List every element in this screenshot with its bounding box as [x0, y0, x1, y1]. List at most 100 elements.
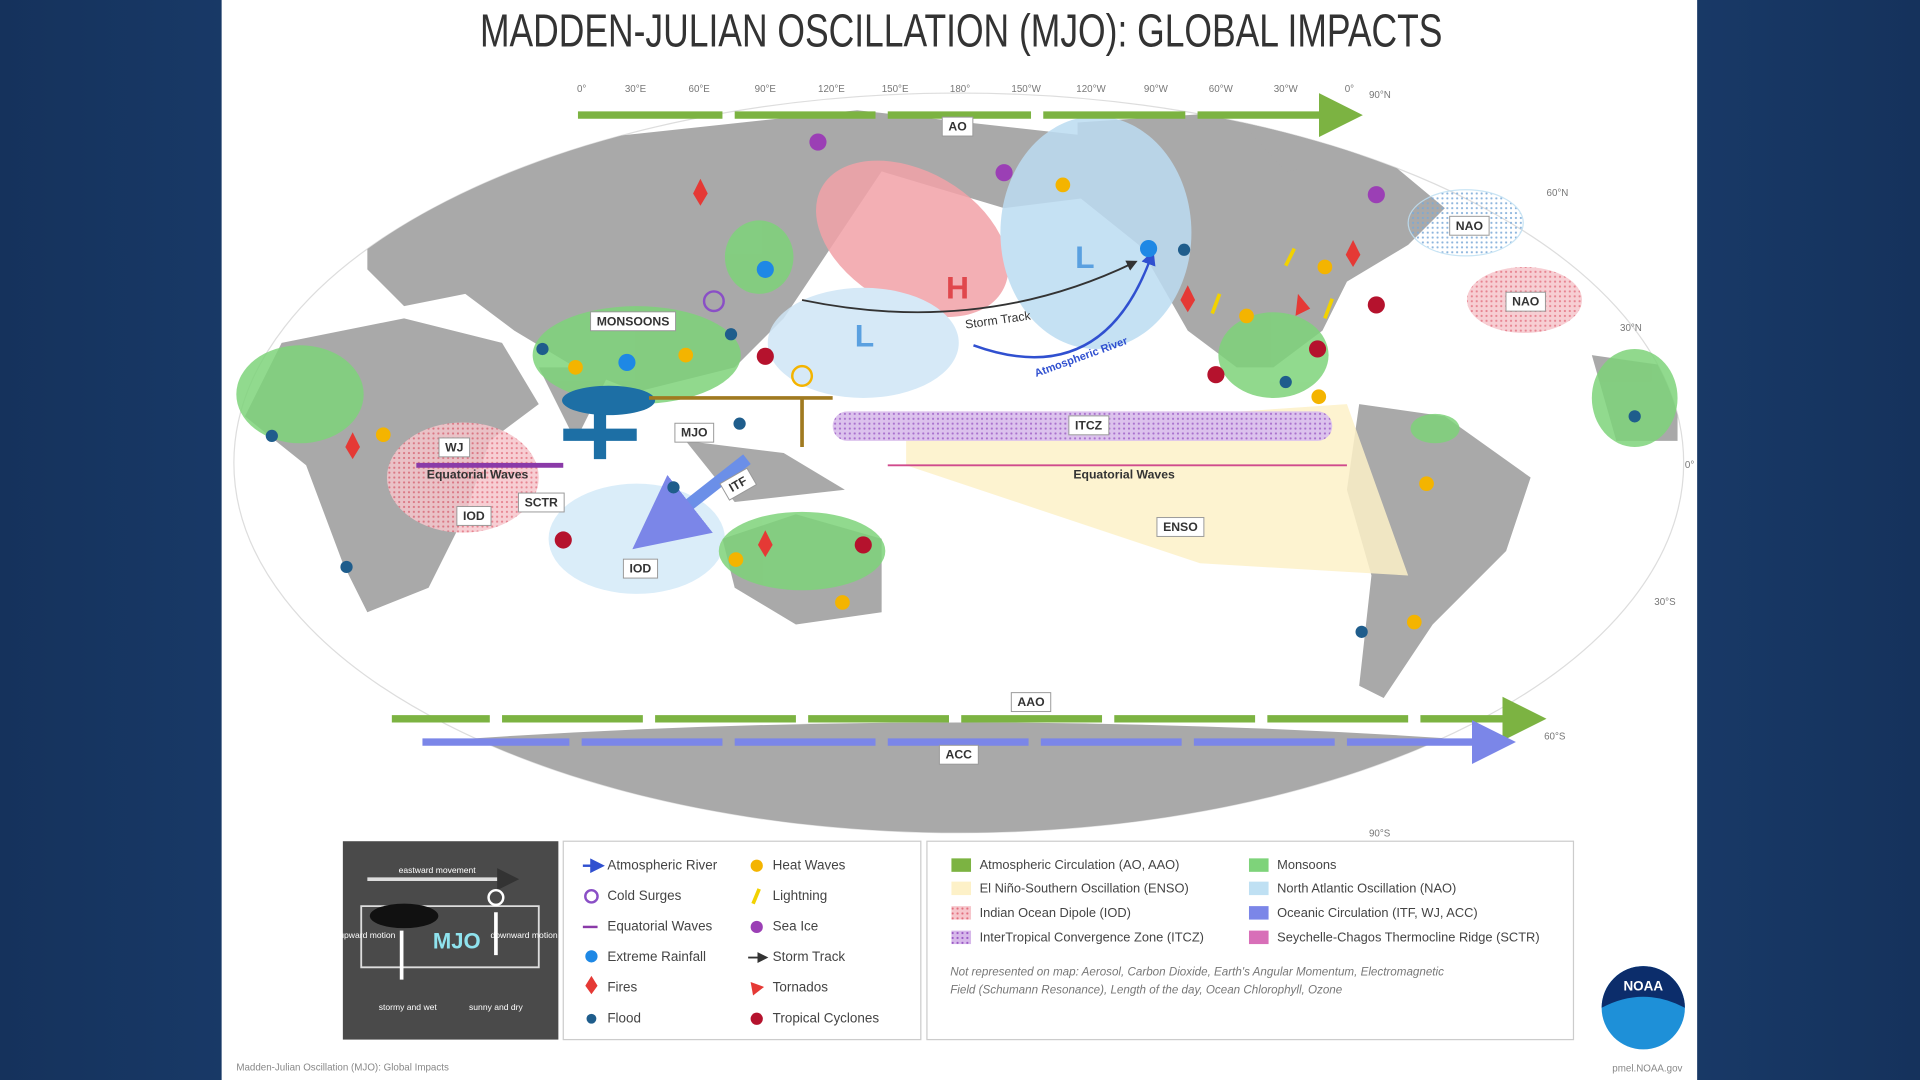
title: MADDEN-JULIAN OSCILLATION (MJO): GLOBAL … — [480, 5, 1442, 57]
latitude-labels: 90°N 60°N 30°N 0° 30°S 60°S 90°S — [1369, 90, 1694, 839]
monsoon-areas — [236, 220, 1678, 591]
legend-label: Lightning — [773, 888, 828, 903]
legend-label: Flood — [607, 1010, 641, 1025]
latitude-label: 0° — [1685, 460, 1694, 471]
iod-area — [386, 422, 539, 533]
label-box — [1068, 415, 1110, 436]
longitude-label: 180° — [950, 84, 970, 95]
longitude-label: 120°E — [818, 84, 845, 95]
circulation-arrows — [391, 115, 1525, 742]
legend-diagram: eastward movement upward motion MJO down… — [339, 841, 559, 1040]
longitude-label: 90°W — [1144, 84, 1169, 95]
legend-label: Atmospheric River — [607, 857, 717, 872]
legend-note: Not represented on map: Aerosol, Carbon … — [950, 965, 1444, 978]
label-box — [438, 437, 471, 458]
longitude-label: 60°E — [689, 84, 711, 95]
region-label: IOD — [630, 562, 652, 576]
region-label: SCTR — [525, 495, 558, 509]
legend-label: Fires — [607, 980, 637, 995]
impacts-legend: Atmospheric River Cold Surges Equatorial… — [562, 840, 922, 1041]
label-box — [1505, 291, 1546, 312]
enso-area — [906, 404, 1409, 576]
region-label: IOD — [463, 509, 485, 523]
label-box — [1010, 692, 1052, 713]
legend-note: Field (Schumann Resonance), Length of th… — [950, 984, 1343, 997]
region-label: NAO — [1456, 219, 1483, 233]
phenomena-legend: Atmospheric Circulation (AO, AAO) El Niñ… — [926, 840, 1575, 1041]
longitude-label: 90°E — [755, 84, 777, 95]
swatch — [951, 906, 972, 920]
logo-text: NOAA — [1623, 979, 1663, 994]
pressure-label: L — [855, 317, 874, 353]
legend-label: Heat Waves — [773, 857, 846, 872]
label-box — [1449, 215, 1490, 236]
low-pressure — [767, 287, 959, 398]
legend-label: Monsoons — [1277, 857, 1336, 872]
diagram-text: eastward movement — [399, 865, 477, 875]
swatch — [951, 930, 972, 945]
latitude-label: 30°S — [1654, 597, 1676, 608]
region-label: MONSOONS — [597, 314, 670, 328]
longitude-label: 60°W — [1209, 84, 1234, 95]
swatch — [1248, 881, 1269, 896]
mjo-circulation — [648, 396, 833, 447]
diagram-text: sunny and dry — [469, 1002, 524, 1012]
regions — [236, 116, 1678, 594]
region-labels: AO NAO NAO MONSOONS MJO WJ SCTR IOD IOD … — [438, 116, 1546, 765]
longitude-label: 0° — [577, 84, 586, 95]
pressure-label: H — [946, 270, 969, 306]
label-box — [719, 467, 758, 501]
region-label: AO — [948, 120, 966, 134]
legend-label: Atmospheric Circulation (AO, AAO) — [980, 857, 1180, 872]
label-box — [517, 492, 565, 513]
diagram-text: downward motion — [491, 930, 558, 940]
swatch — [1248, 858, 1269, 872]
legend-label: InterTropical Convergence Zone (ITCZ) — [980, 929, 1204, 944]
noaa-logo: NOAA — [1601, 966, 1685, 1050]
swatch — [951, 881, 972, 896]
legend-label: Indian Ocean Dipole (IOD) — [980, 905, 1131, 920]
diagram-mjo: MJO — [433, 929, 481, 954]
hazard-icons — [265, 133, 1641, 638]
label-box — [622, 558, 659, 579]
latitude-label: 60°S — [1544, 732, 1566, 743]
legend-label: Cold Surges — [607, 888, 681, 903]
equatorial-waves-label: Equatorial Waves — [427, 467, 529, 481]
pressure-label: L — [1075, 239, 1094, 275]
legend-label: Tornados — [773, 980, 829, 995]
legend-box — [562, 840, 922, 1041]
mjo-cloud — [562, 385, 656, 416]
footer-caption: Madden-Julian Oscillation (MJO): Global … — [236, 1062, 449, 1073]
swatch — [1248, 906, 1269, 920]
legend-label: El Niño-Southern Oscillation (ENSO) — [980, 880, 1189, 895]
latitude-label: 60°N — [1547, 188, 1569, 199]
swatch — [951, 858, 972, 872]
region-label: NAO — [1512, 295, 1539, 309]
diagram-box — [342, 841, 559, 1040]
longitude-label: 150°E — [882, 84, 909, 95]
legend-label: Tropical Cyclones — [773, 1010, 880, 1025]
region-label: WJ — [445, 440, 463, 454]
legend-label: North Atlantic Oscillation (NAO) — [1277, 880, 1456, 895]
legend-label: Oceanic Circulation (ITF, WJ, ACC) — [1277, 905, 1478, 920]
region-label: ACC — [946, 748, 973, 762]
atmospheric-river — [973, 250, 1156, 359]
latitude-label: 90°S — [1369, 828, 1391, 839]
label-box — [941, 116, 974, 137]
longitude-label: 150°W — [1011, 84, 1041, 95]
region-label: AAO — [1017, 695, 1044, 709]
legend-label: Equatorial Waves — [607, 919, 712, 934]
label-box — [1156, 517, 1205, 537]
legend-label: Sea Ice — [773, 919, 819, 934]
longitude-labels: 0° 30°E 60°E 90°E 120°E 150°E 180° 150°W… — [577, 84, 1354, 95]
storm-track — [801, 260, 1138, 314]
legend-icons — [582, 858, 769, 1025]
longitude-label: 30°E — [625, 84, 647, 95]
itf-arrow — [632, 454, 751, 550]
region-label: ITCZ — [1075, 418, 1103, 432]
longitude-label: 120°W — [1076, 84, 1106, 95]
footer-url: pmel.NOAA.gov — [1612, 1064, 1682, 1075]
region-label: MJO — [681, 426, 708, 440]
